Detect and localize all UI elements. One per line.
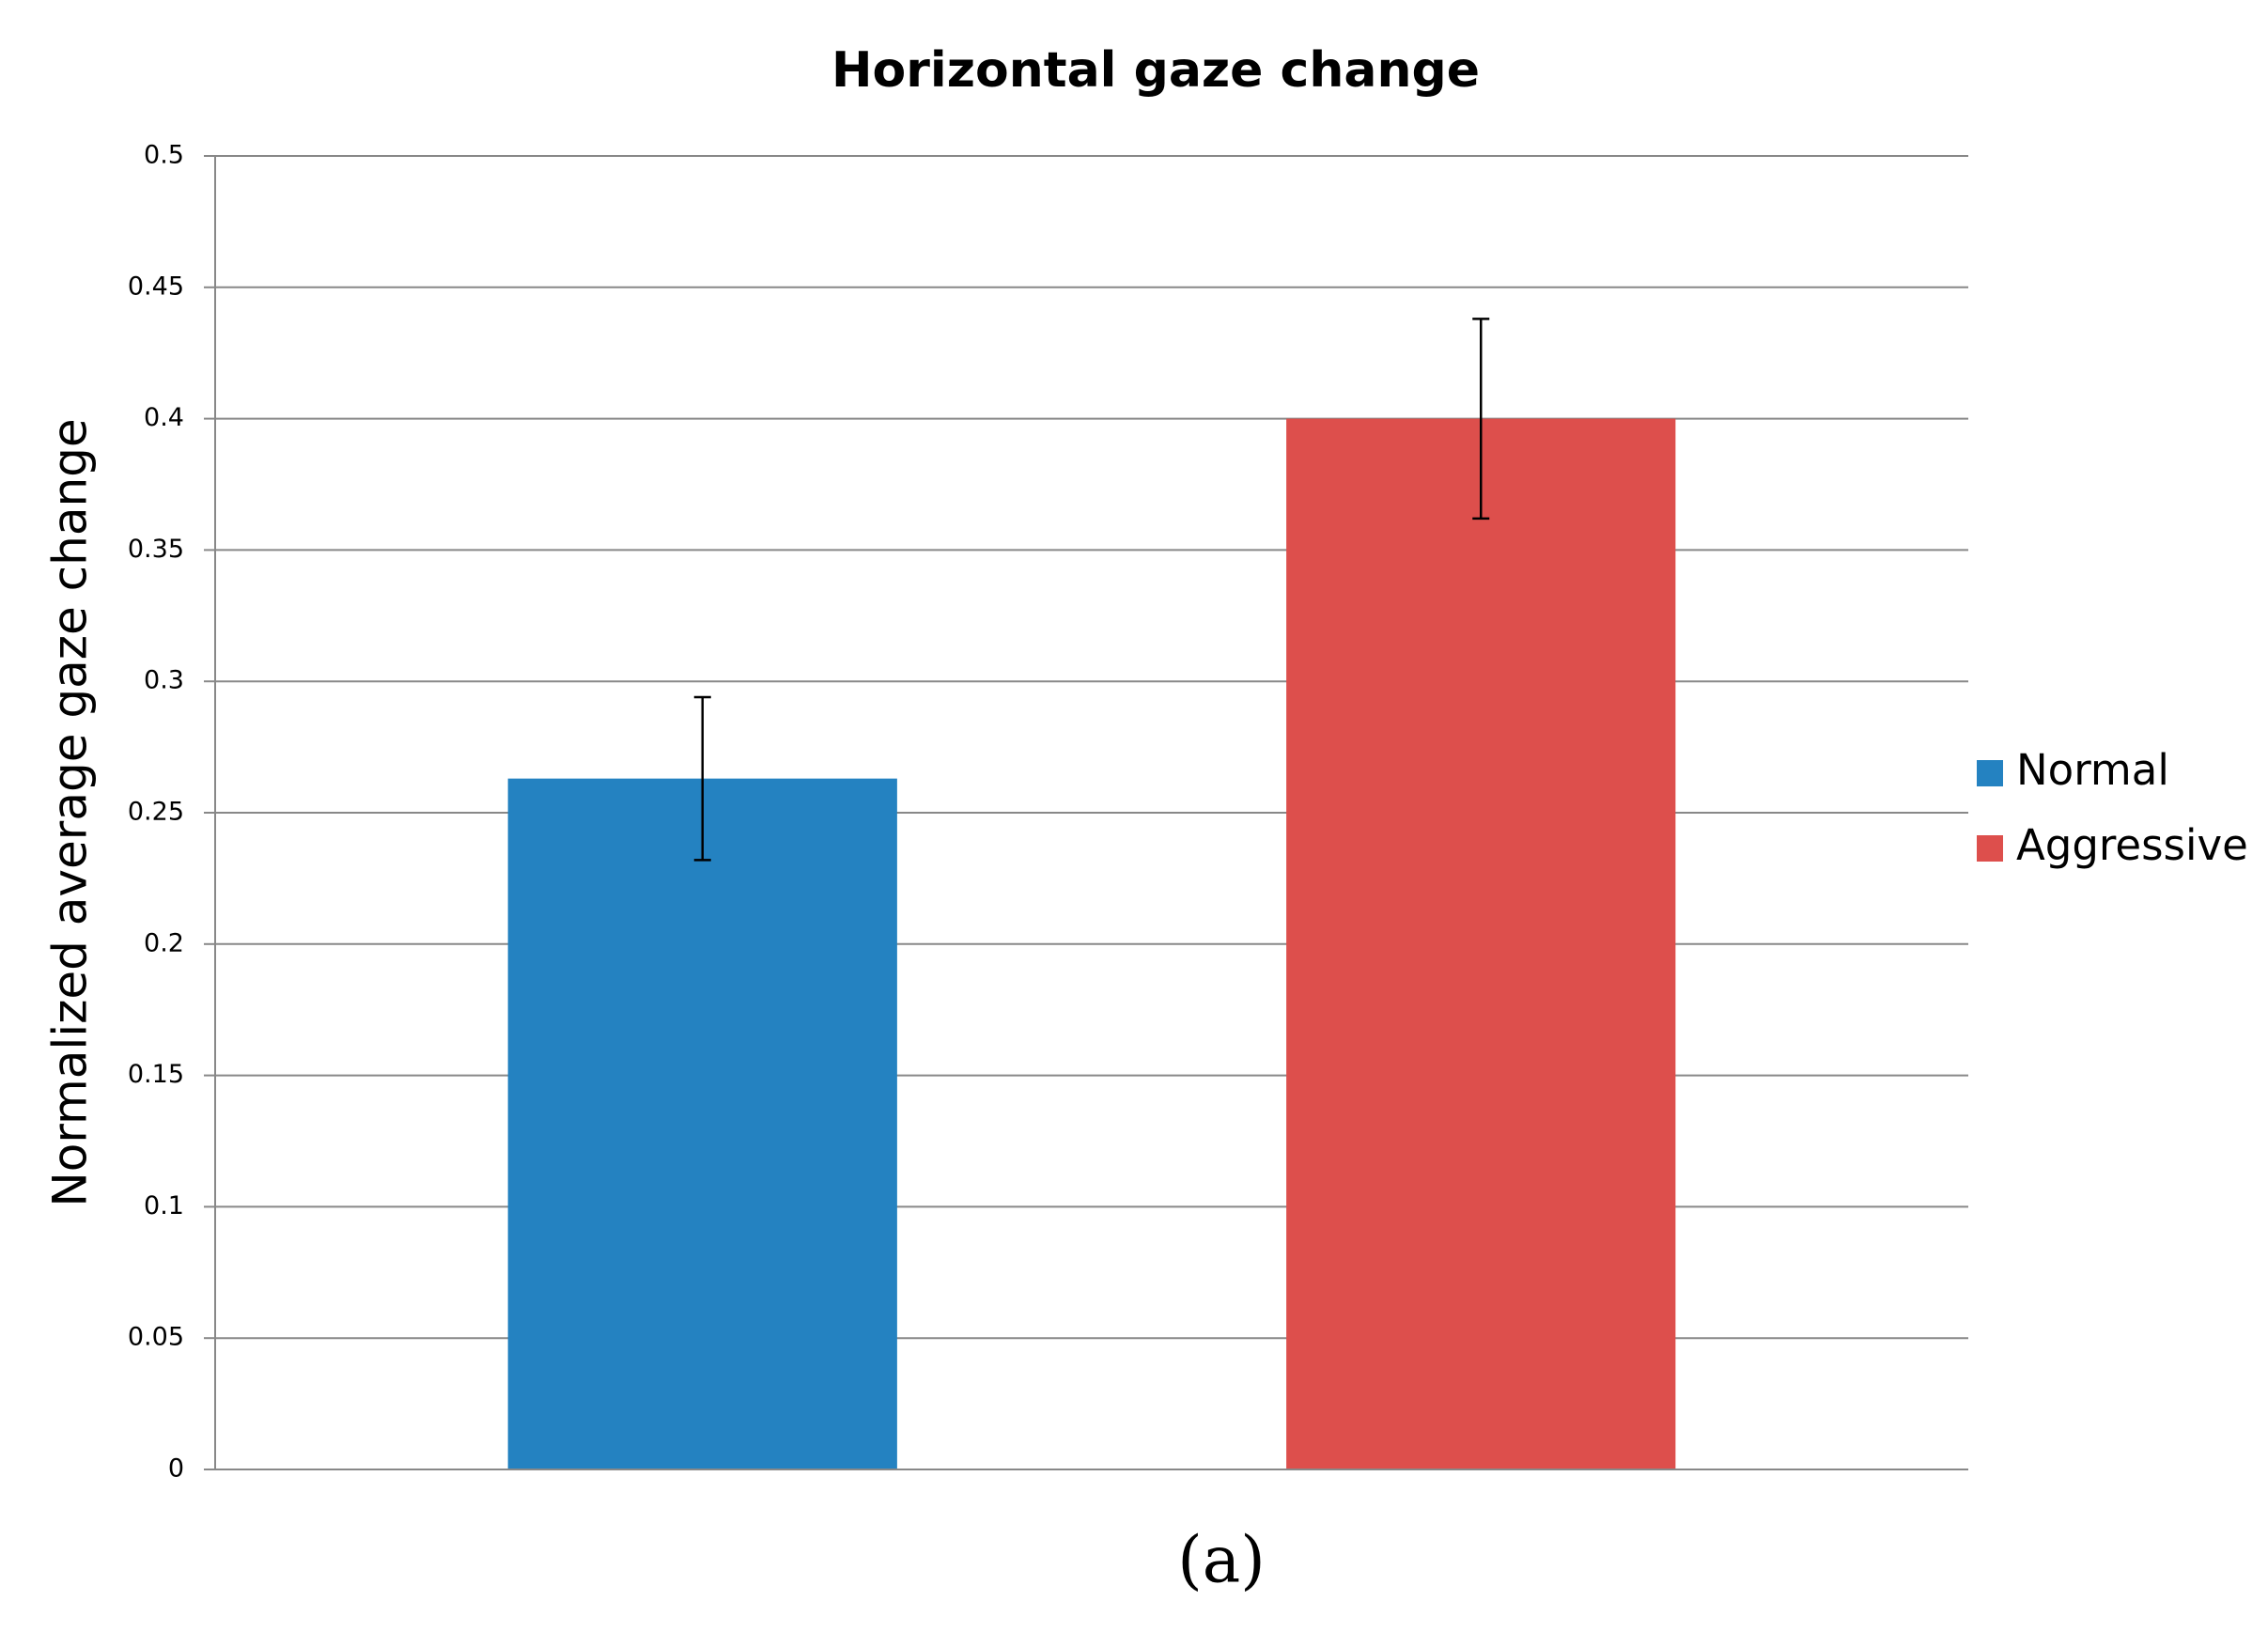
- y-tick-label: 0.2: [144, 928, 184, 957]
- legend-swatch: [1977, 760, 2003, 786]
- y-axis-label: Normalized average gaze change: [43, 418, 98, 1206]
- chart-title: Horizontal gaze change: [831, 42, 1480, 99]
- y-tick-label: 0.3: [144, 666, 184, 695]
- y-tick-label: 0.45: [128, 272, 184, 301]
- legend-label: Normal: [2016, 745, 2169, 795]
- y-tick-label: 0.05: [128, 1323, 184, 1352]
- bar: [1286, 418, 1676, 1470]
- y-tick-label: 0.1: [144, 1191, 184, 1220]
- legend-swatch: [1977, 835, 2003, 862]
- bar: [507, 778, 897, 1469]
- y-tick-label: 0: [168, 1454, 184, 1484]
- y-tick-label: 0.4: [144, 403, 184, 432]
- y-tick-label: 0.15: [128, 1060, 184, 1089]
- y-tick-label: 0.5: [144, 141, 184, 170]
- caption: (a): [1177, 1524, 1266, 1598]
- legend-label: Aggressive: [2016, 820, 2248, 870]
- y-tick-label: 0.25: [128, 798, 184, 827]
- y-tick-label: 0.35: [128, 535, 184, 564]
